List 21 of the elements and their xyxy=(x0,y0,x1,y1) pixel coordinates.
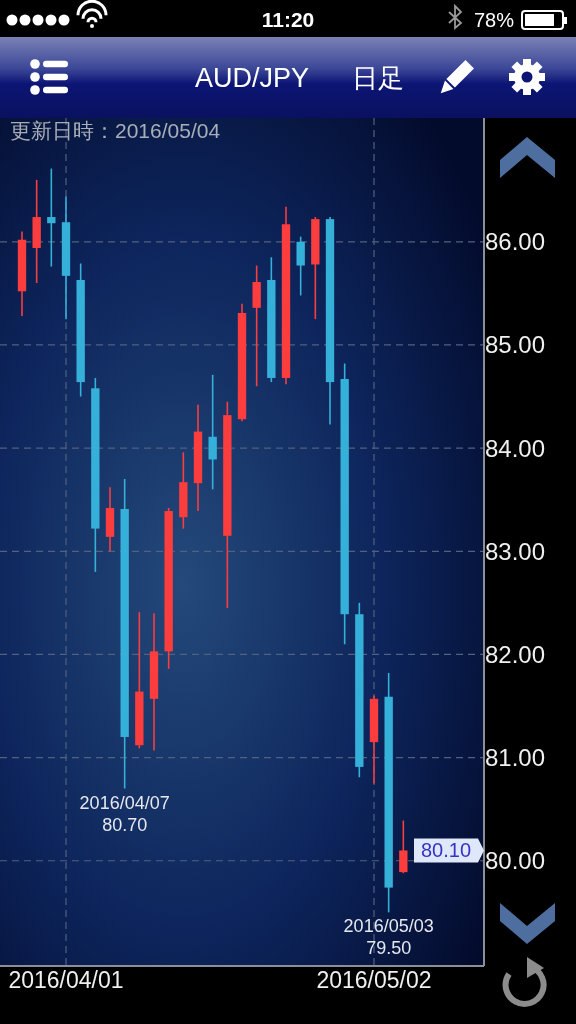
x-tick-label: 2016/04/01 xyxy=(8,967,124,993)
text: 78% xyxy=(473,9,515,31)
text: 11:20 xyxy=(261,8,315,31)
x-tick-label: 2016/05/02 xyxy=(316,967,432,993)
annotation: 更新日時：2016/05/04 xyxy=(10,119,221,142)
chart-subtitle: 日足 xyxy=(352,63,404,93)
candlestick xyxy=(208,374,217,491)
candlestick xyxy=(296,235,305,297)
annotation: 2016/04/07 80.70 xyxy=(79,792,170,835)
y-tick-label: 81.00 xyxy=(484,744,546,772)
annotation: 2016/05/03 79.50 xyxy=(343,916,434,959)
y-tick-label: 85.00 xyxy=(484,331,546,359)
y-tick-label: 83.00 xyxy=(484,537,546,565)
text: 80.10 xyxy=(420,839,472,862)
y-tick-label: 86.00 xyxy=(484,228,546,256)
y-tick-label: 80.00 xyxy=(484,847,546,875)
candlestick xyxy=(399,819,408,874)
chart-title: AUD/JPY xyxy=(194,63,310,93)
candlestick xyxy=(47,167,56,268)
y-tick-label: 84.00 xyxy=(484,434,546,462)
y-tick-label: 82.00 xyxy=(484,640,546,668)
